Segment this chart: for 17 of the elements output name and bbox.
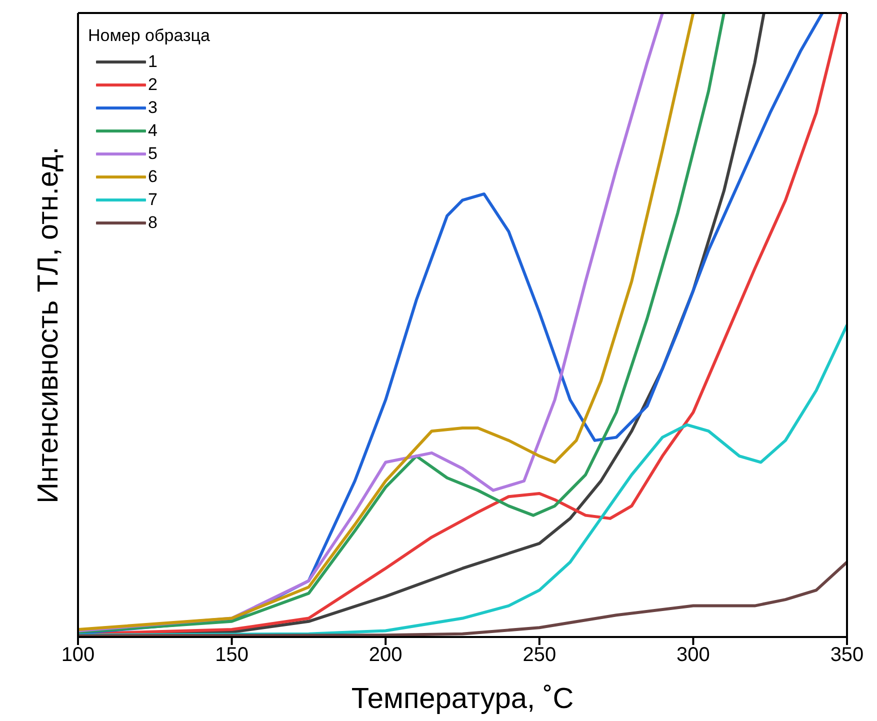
legend-label: 8 xyxy=(148,212,158,232)
legend-label: 5 xyxy=(148,144,158,164)
x-tick-label: 100 xyxy=(61,644,95,666)
x-tick-label: 250 xyxy=(522,644,556,666)
legend-label: 1 xyxy=(148,52,158,72)
legend-label: 3 xyxy=(148,98,158,118)
x-tick-label: 150 xyxy=(215,644,248,666)
x-tick-label: 200 xyxy=(368,644,402,666)
legend-title: Номер образца xyxy=(88,26,210,46)
x-tick-label: 300 xyxy=(676,644,710,666)
legend-label: 7 xyxy=(148,190,158,210)
x-tick-label: 350 xyxy=(830,644,864,666)
legend-label: 4 xyxy=(148,120,158,140)
y-axis-title: Интенсивность ТЛ, отн.ед. xyxy=(32,146,64,504)
x-axis-title: Температура, ˚С xyxy=(351,683,574,715)
legend-label: 6 xyxy=(148,166,158,186)
legend-label: 2 xyxy=(148,74,158,94)
